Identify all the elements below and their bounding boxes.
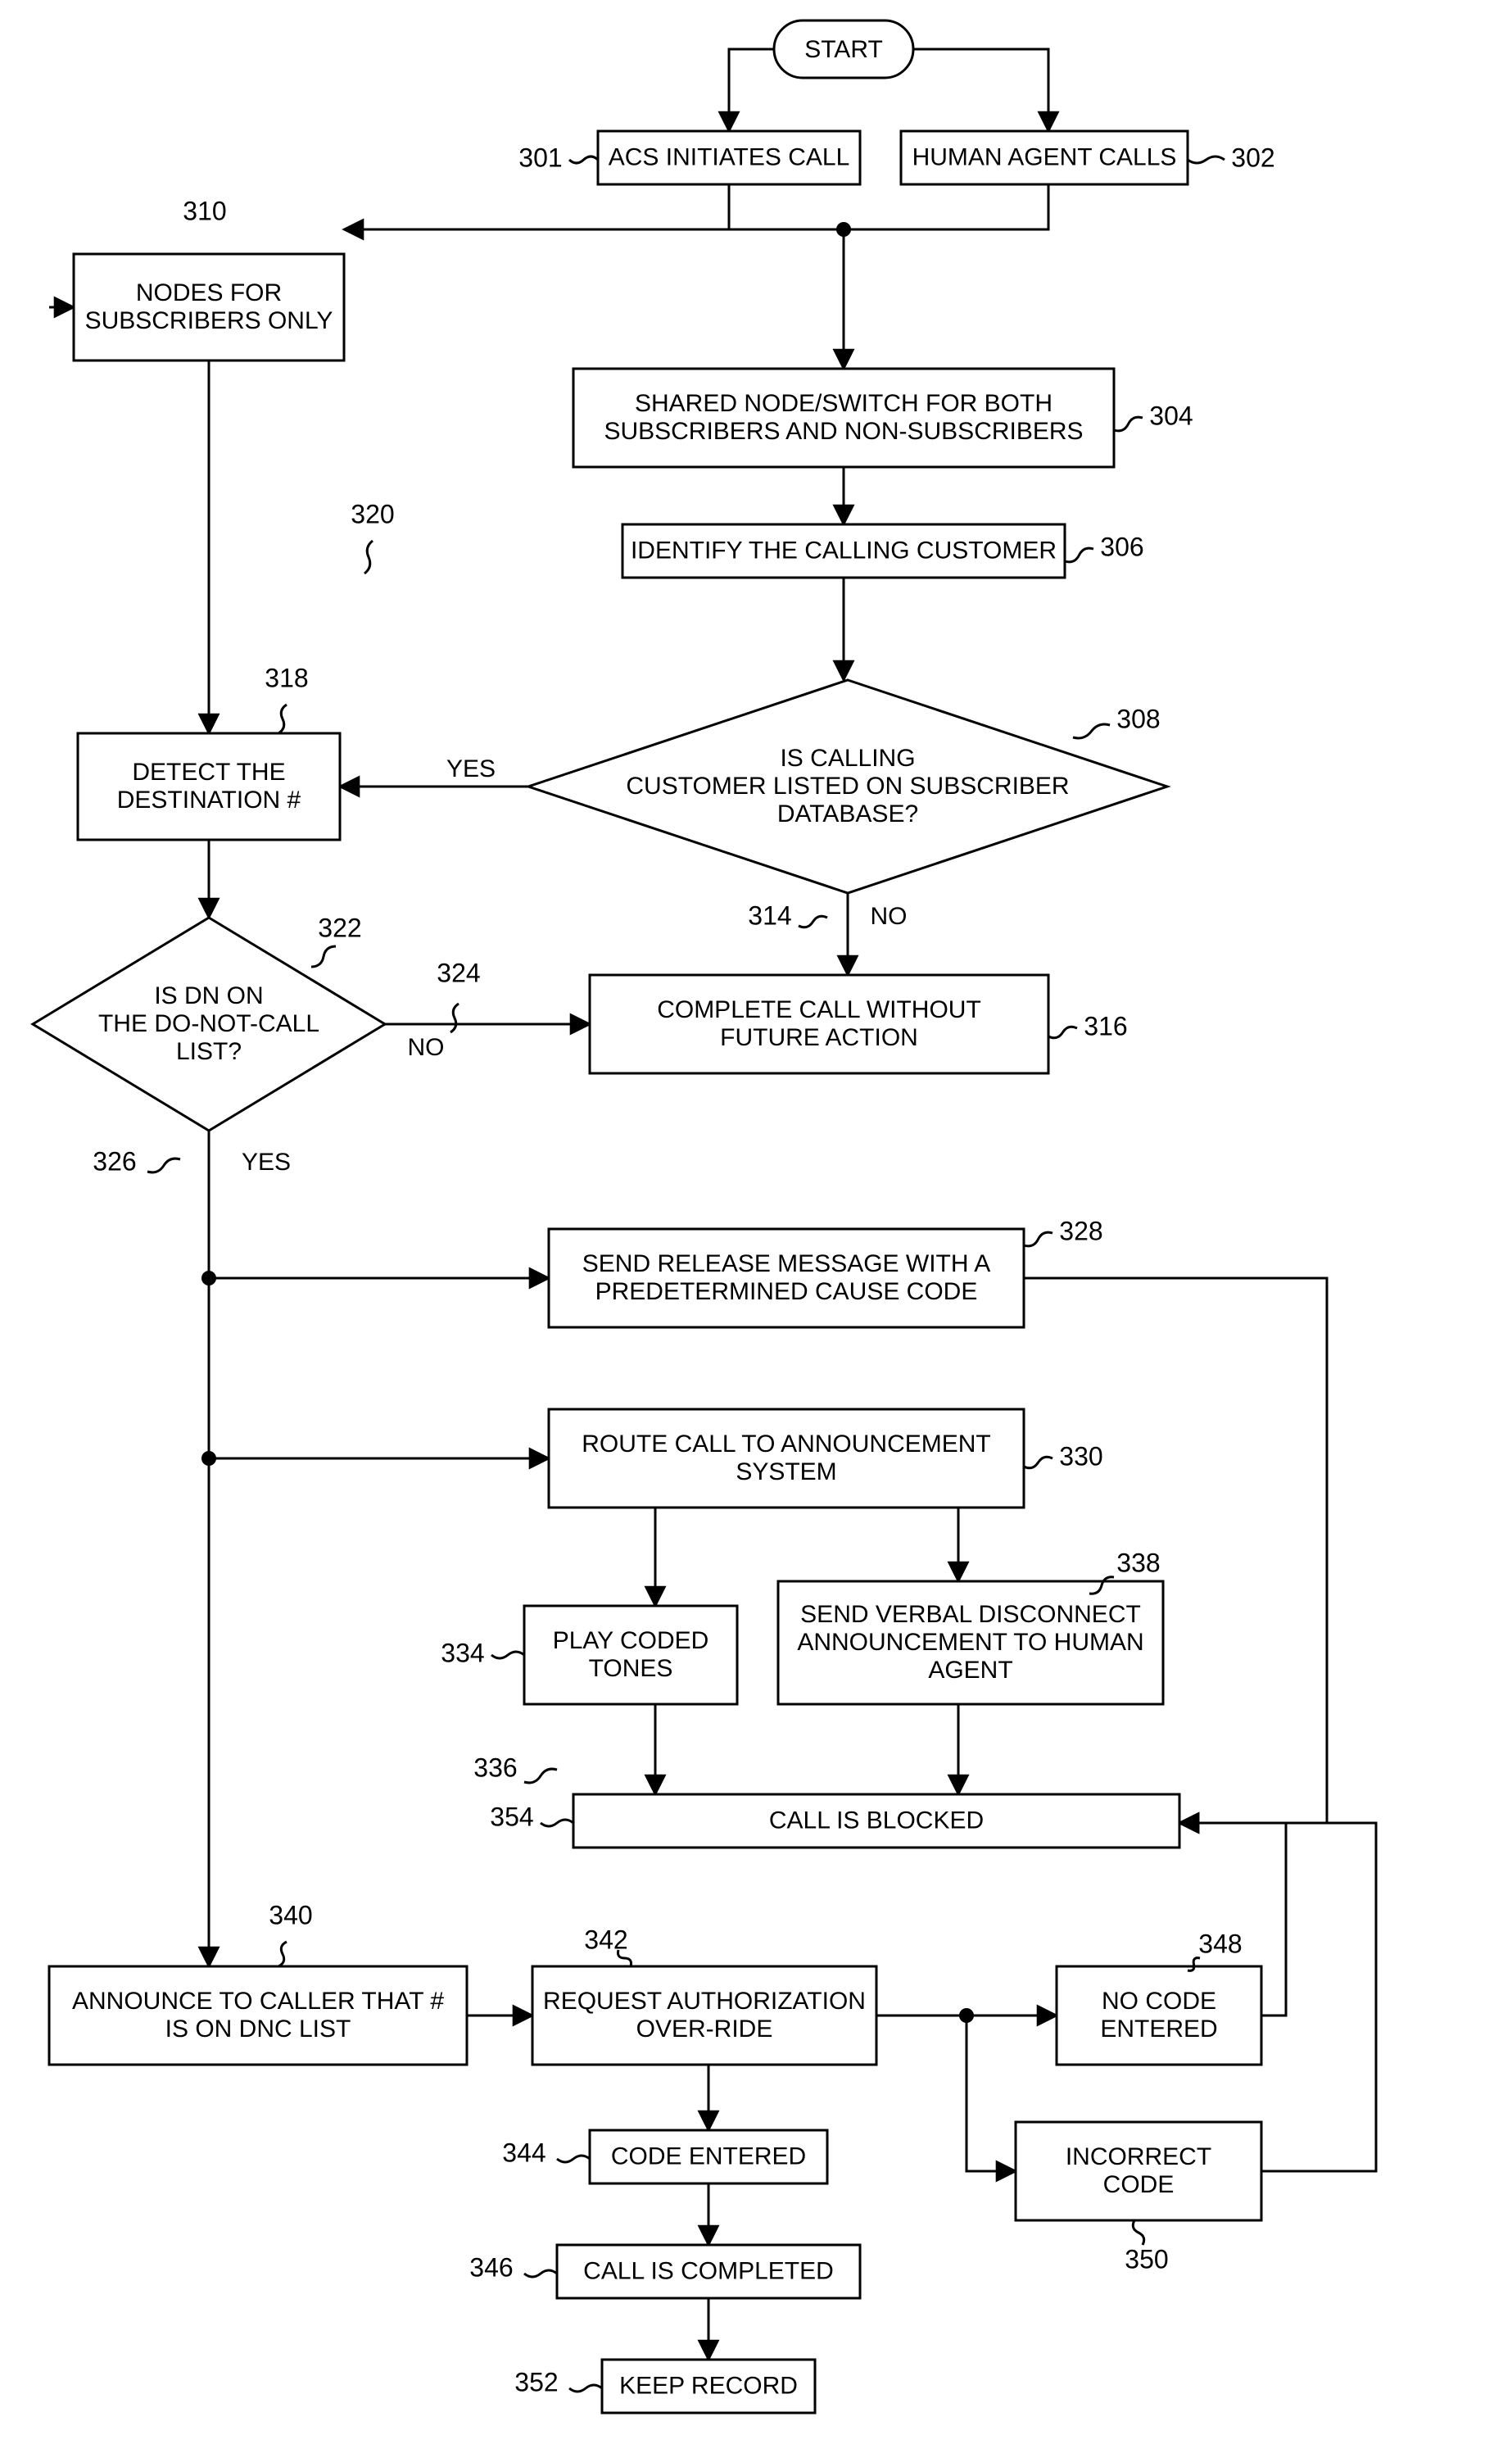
- ref-350: 350: [1125, 2244, 1168, 2274]
- box-318: DETECT THEDESTINATION #: [78, 733, 340, 840]
- ref-352: 352: [514, 2367, 558, 2396]
- ref-318: 318: [265, 663, 308, 692]
- ref-330: 330: [1059, 1441, 1102, 1471]
- box-350: INCORRECTCODE: [1016, 2122, 1261, 2220]
- ref-322: 322: [318, 913, 361, 942]
- box-328-line-0: SEND RELEASE MESSAGE WITH A: [582, 1250, 990, 1277]
- edge-label-yes_322: YES: [242, 1149, 291, 1176]
- ref-340: 340: [269, 1900, 312, 1929]
- ref-344: 344: [502, 2138, 545, 2167]
- box-338-line-1: ANNOUNCEMENT TO HUMAN: [797, 1629, 1143, 1656]
- box-348-line-0: NO CODE: [1102, 1988, 1216, 2015]
- box-304-line-0: SHARED NODE/SWITCH FOR BOTH: [635, 390, 1053, 417]
- diamond-308-line-1: CUSTOMER LISTED ON SUBSCRIBER: [626, 773, 1069, 800]
- ref-314: 314: [748, 900, 791, 930]
- box-348-line-1: ENTERED: [1100, 2016, 1217, 2043]
- box-350-line-0: INCORRECT: [1066, 2143, 1211, 2170]
- ref-304: 304: [1149, 401, 1193, 430]
- ref-301: 301: [518, 143, 562, 172]
- box-328: SEND RELEASE MESSAGE WITH APREDETERMINED…: [549, 1229, 1024, 1327]
- box-301-line-0: ACS INITIATES CALL: [609, 143, 850, 170]
- ref-328: 328: [1059, 1216, 1102, 1245]
- box-352-line-0: KEEP RECORD: [619, 2372, 798, 2399]
- flowchart: START ACS INITIATES CALL HUMAN AGENT CALLS…: [0, 0, 1512, 2444]
- ref-308: 308: [1116, 704, 1160, 733]
- box-342-line-1: OVER-RIDE: [636, 2016, 773, 2043]
- box-342-line-0: REQUEST AUTHORIZATION: [543, 1988, 866, 2015]
- ref-334: 334: [441, 1638, 484, 1667]
- diamond-308-line-2: DATABASE?: [777, 800, 918, 828]
- box-338-line-0: SEND VERBAL DISCONNECT: [800, 1601, 1141, 1628]
- ref-336: 336: [473, 1753, 517, 1782]
- box-316-line-0: COMPLETE CALL WITHOUT: [657, 996, 981, 1023]
- box-330-line-0: ROUTE CALL TO ANNOUNCEMENT: [582, 1431, 991, 1458]
- box-301: ACS INITIATES CALL: [598, 131, 860, 184]
- box-350-line-1: CODE: [1103, 2171, 1175, 2198]
- box-338-line-2: AGENT: [928, 1657, 1012, 1684]
- box-334-line-1: TONES: [589, 1655, 673, 1682]
- box-338: SEND VERBAL DISCONNECTANNOUNCEMENT TO HU…: [778, 1581, 1163, 1704]
- diamond-322-line-1: THE DO-NOT-CALL: [98, 1010, 319, 1037]
- box-352: KEEP RECORD: [602, 2360, 815, 2413]
- box-316: COMPLETE CALL WITHOUTFUTURE ACTION: [590, 975, 1048, 1073]
- diamond-322-line-0: IS DN ON: [154, 982, 263, 1009]
- box-318-line-0: DETECT THE: [132, 759, 285, 786]
- box-310: NODES FORSUBSCRIBERS ONLY: [74, 254, 344, 360]
- box-330: ROUTE CALL TO ANNOUNCEMENTSYSTEM: [549, 1409, 1024, 1508]
- box-354-line-0: CALL IS BLOCKED: [769, 1807, 984, 1834]
- ref-316: 316: [1084, 1011, 1127, 1041]
- box-328-line-1: PREDETERMINED CAUSE CODE: [595, 1278, 978, 1305]
- box-310-line-1: SUBSCRIBERS ONLY: [85, 307, 333, 334]
- diamond-308-line-0: IS CALLING: [780, 745, 915, 772]
- box-306: IDENTIFY THE CALLING CUSTOMER: [622, 524, 1065, 578]
- box-330-line-1: SYSTEM: [736, 1458, 836, 1485]
- box-340-line-0: ANNOUNCE TO CALLER THAT #: [72, 1988, 444, 2015]
- diamond-322: IS DN ONTHE DO-NOT-CALLLIST?: [33, 918, 385, 1131]
- box-316-line-1: FUTURE ACTION: [720, 1024, 918, 1051]
- ref-302: 302: [1231, 143, 1274, 172]
- box-318-line-1: DESTINATION #: [117, 787, 301, 814]
- box-340: ANNOUNCE TO CALLER THAT #IS ON DNC LIST: [49, 1966, 467, 2065]
- ref-346: 346: [469, 2252, 513, 2282]
- diamond-308: IS CALLINGCUSTOMER LISTED ON SUBSCRIBERD…: [528, 680, 1167, 893]
- ref-306: 306: [1100, 532, 1143, 561]
- ref-326: 326: [93, 1146, 136, 1176]
- ref-310: 310: [183, 196, 226, 225]
- box-346-line-0: CALL IS COMPLETED: [583, 2257, 834, 2284]
- boxes: ACS INITIATES CALL HUMAN AGENT CALLS SHARE…: [49, 131, 1261, 2413]
- edge-label-yes_308: YES: [446, 755, 496, 782]
- box-340-line-1: IS ON DNC LIST: [165, 2016, 351, 2043]
- ref-342: 342: [584, 1925, 627, 1954]
- diamond-322-line-2: LIST?: [176, 1038, 242, 1065]
- box-302-line-0: HUMAN AGENT CALLS: [912, 143, 1177, 170]
- edge-label-no_308: NO: [871, 903, 908, 930]
- ref-338: 338: [1116, 1548, 1160, 1577]
- box-306-line-0: IDENTIFY THE CALLING CUSTOMER: [631, 537, 1057, 564]
- box-348: NO CODEENTERED: [1057, 1966, 1261, 2065]
- box-310-line-0: NODES FOR: [136, 279, 282, 306]
- box-304: SHARED NODE/SWITCH FOR BOTHSUBSCRIBERS A…: [573, 369, 1114, 467]
- box-302: HUMAN AGENT CALLS: [901, 131, 1188, 184]
- ref-320: 320: [351, 499, 394, 528]
- box-346: CALL IS COMPLETED: [557, 2245, 860, 2298]
- box-354: CALL IS BLOCKED: [573, 1794, 1179, 1848]
- ref-348: 348: [1198, 1929, 1242, 1958]
- ref-324: 324: [437, 958, 480, 987]
- box-344: CODE ENTERED: [590, 2130, 827, 2183]
- box-344-line-0: CODE ENTERED: [611, 2142, 806, 2170]
- ref-354: 354: [490, 1802, 533, 1831]
- box-334: PLAY CODEDTONES: [524, 1606, 737, 1704]
- edge-label-no_322: NO: [408, 1034, 445, 1061]
- box-342: REQUEST AUTHORIZATIONOVER-RIDE: [532, 1966, 876, 2065]
- box-334-line-0: PLAY CODED: [553, 1627, 709, 1654]
- terminator-start: START: [774, 20, 913, 78]
- start-label: START: [804, 36, 883, 63]
- box-304-line-1: SUBSCRIBERS AND NON-SUBSCRIBERS: [604, 418, 1083, 445]
